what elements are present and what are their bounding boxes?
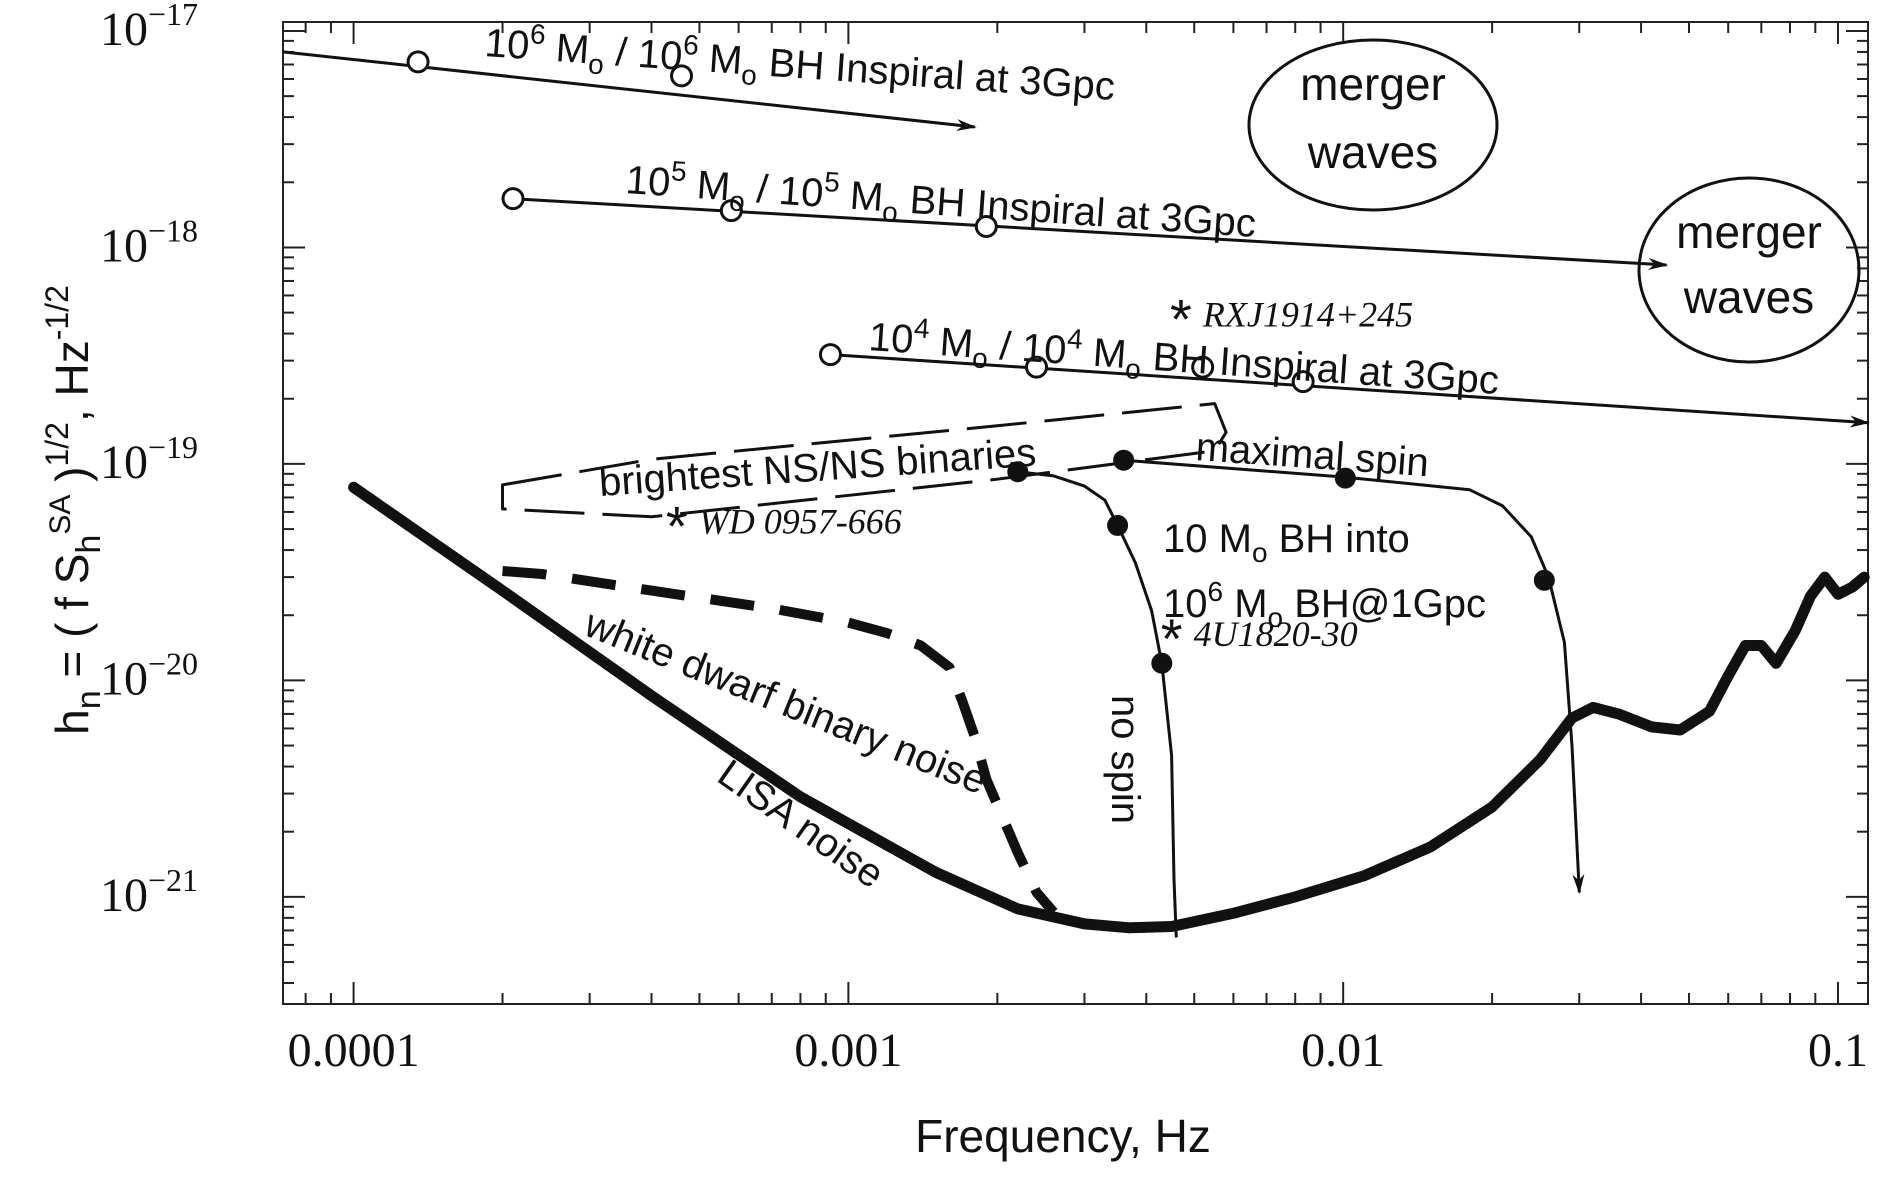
filled-circle-marker bbox=[1533, 569, 1555, 591]
merger-waves-1-line1: merger bbox=[1300, 58, 1446, 110]
series-layer bbox=[282, 50, 1870, 938]
point-source-asterisk: * bbox=[1161, 607, 1183, 670]
open-circle-marker bbox=[501, 187, 525, 211]
x-tick-label: 0.0001 bbox=[288, 1024, 420, 1077]
y-tick-label: 10−20 bbox=[100, 645, 198, 705]
open-circle-marker bbox=[974, 214, 998, 238]
merger-waves-ellipse-2 bbox=[1637, 176, 1861, 364]
merger-waves-2-line2: waves bbox=[1683, 271, 1814, 323]
y-tick-label: 10−18 bbox=[100, 212, 198, 272]
point-source-asterisk: * bbox=[1170, 287, 1192, 350]
axis-tick-labels: 0.0001 0.001 0.01 0.1 10−17 10−18 10−19 10−20 10… bbox=[100, 0, 1868, 1077]
series-line-7 bbox=[501, 402, 1228, 519]
series-line-4 bbox=[830, 353, 1870, 428]
y-tick-label: 10−21 bbox=[100, 862, 198, 922]
series-line-6 bbox=[1123, 458, 1585, 895]
series-line-5 bbox=[1017, 470, 1178, 938]
axis-ticks bbox=[283, 22, 1868, 1004]
point-source-label: WD 0957-666 bbox=[699, 502, 902, 542]
filled-circle-marker bbox=[1334, 467, 1356, 489]
plot-frame bbox=[282, 21, 1869, 1005]
point-source-label: 4U1820-30 bbox=[1194, 614, 1358, 654]
y-tick-label: 10−17 bbox=[100, 0, 198, 56]
emri-label-line2: 106 Mo BH@1Gpc bbox=[1163, 576, 1486, 633]
y-tick-label: 10−19 bbox=[100, 429, 198, 489]
open-circle-marker bbox=[1191, 355, 1215, 379]
point-source-layer: * RXJ1914+245* WD 0957-666* 4U1820-30 bbox=[666, 287, 1413, 670]
point-source-label: RXJ1914+245 bbox=[1202, 294, 1413, 334]
filled-circle-marker bbox=[1007, 461, 1029, 483]
wd-noise-label: white dwarf binary noise bbox=[578, 601, 993, 803]
x-tick-label: 0.001 bbox=[794, 1024, 902, 1077]
x-tick-label: 0.1 bbox=[1808, 1024, 1868, 1077]
no-spin-label: no spin bbox=[1103, 695, 1147, 824]
point-source-asterisk: * bbox=[666, 495, 688, 558]
series-line-0 bbox=[348, 481, 1870, 934]
x-axis-title: Frequency, Hz bbox=[915, 1110, 1211, 1162]
merger-waves-1-line2: waves bbox=[1307, 126, 1438, 178]
open-circle-marker bbox=[670, 64, 694, 88]
emri-label-line1: 10 Mo BH into bbox=[1163, 517, 1410, 568]
merger-waves-2-line1: merger bbox=[1676, 206, 1822, 258]
x-tick-label: 0.01 bbox=[1301, 1024, 1385, 1077]
maximal-spin-label: maximal spin bbox=[1194, 425, 1430, 485]
filled-circle-marker bbox=[1107, 514, 1129, 536]
filled-circle-marker bbox=[1113, 449, 1135, 471]
open-circle-marker bbox=[818, 343, 842, 367]
open-circle-marker bbox=[1291, 370, 1315, 394]
merger-waves-ellipse-1 bbox=[1247, 38, 1499, 212]
filled-circle-marker bbox=[1151, 652, 1173, 674]
open-circle-marker bbox=[1025, 355, 1049, 379]
marker-layer bbox=[406, 50, 1555, 674]
open-circle-marker bbox=[406, 50, 430, 74]
inspiral-1e5-label: 105 Mo / 105 Mo BH Inspiral at 3Gpc bbox=[624, 152, 1258, 253]
nsns-label: brightest NS/NS binaries bbox=[598, 431, 1038, 505]
series-line-3 bbox=[512, 197, 1669, 270]
y-axis-title: hn = ( f ShSA )1/2, Hz-1/2 bbox=[39, 285, 108, 735]
open-circle-marker bbox=[719, 199, 743, 223]
series-line-2 bbox=[282, 50, 977, 132]
lisa-noise-label: LISA noise bbox=[710, 751, 892, 897]
series-line-1 bbox=[502, 566, 1058, 916]
